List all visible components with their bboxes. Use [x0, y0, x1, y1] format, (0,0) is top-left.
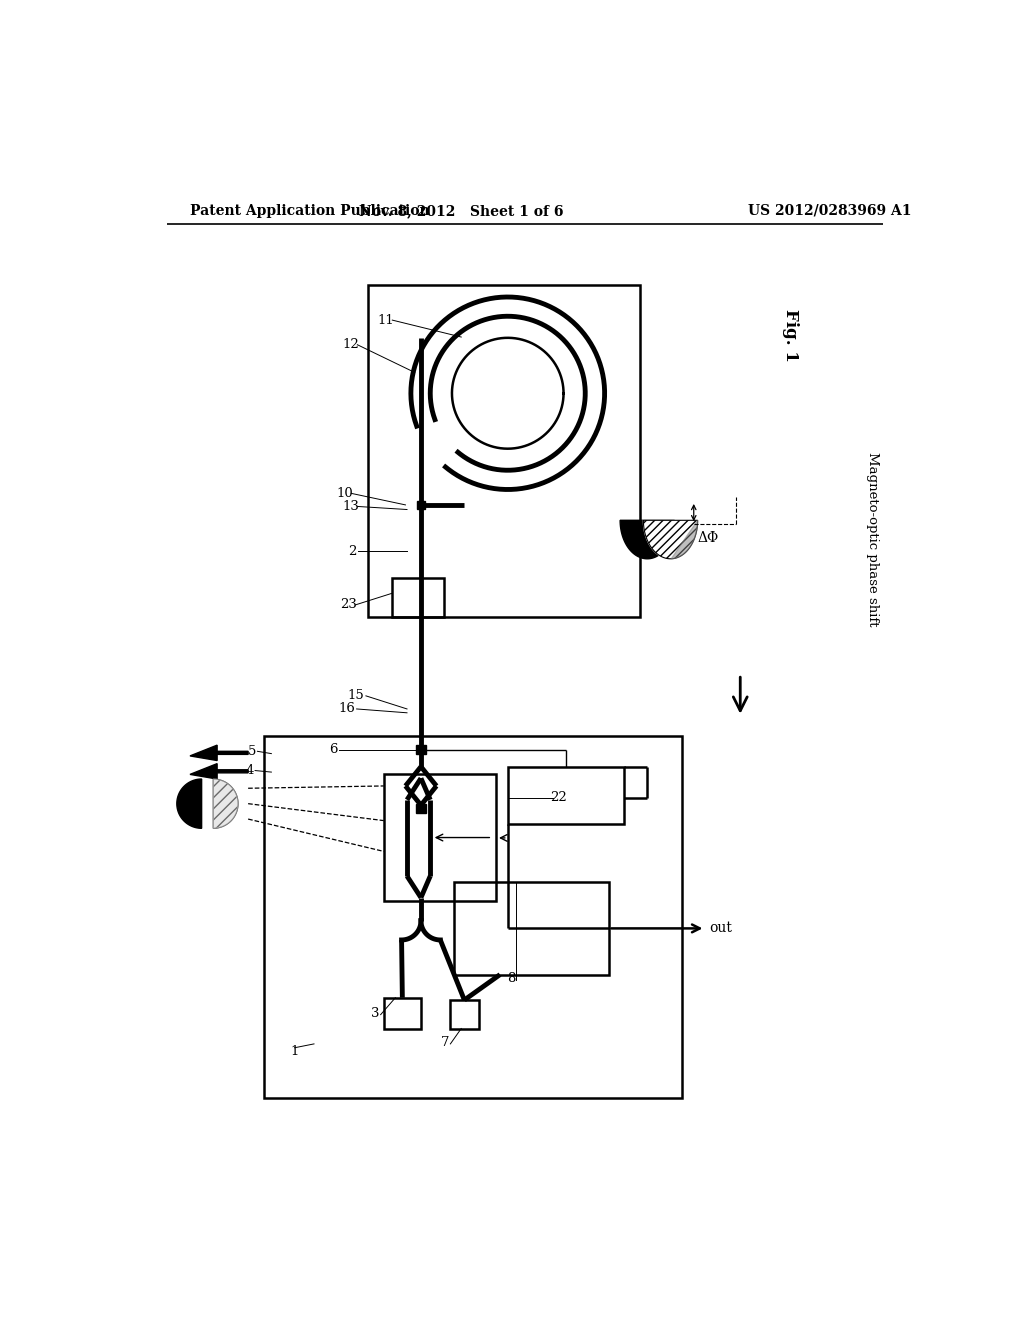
Text: Nov. 8, 2012   Sheet 1 of 6: Nov. 8, 2012 Sheet 1 of 6: [359, 203, 563, 218]
Polygon shape: [213, 779, 238, 829]
Polygon shape: [190, 744, 248, 760]
Text: out: out: [710, 921, 732, 936]
Bar: [391, 578, 444, 616]
Text: 7: 7: [441, 1036, 450, 1049]
Bar: [384, 998, 421, 1028]
Text: ΔΦ: ΔΦ: [697, 531, 719, 545]
Text: Fig. 1: Fig. 1: [782, 309, 799, 362]
Polygon shape: [213, 779, 238, 829]
Text: 3: 3: [372, 1007, 380, 1019]
Text: 5: 5: [248, 744, 256, 758]
Text: 11: 11: [377, 314, 394, 326]
Polygon shape: [621, 520, 675, 558]
Text: 15: 15: [347, 689, 365, 702]
Text: 10: 10: [336, 487, 352, 500]
Bar: [369, 285, 640, 616]
Text: US 2012/0283969 A1: US 2012/0283969 A1: [748, 203, 911, 218]
Bar: [417, 744, 426, 755]
Text: 4: 4: [245, 764, 254, 777]
Bar: [450, 1001, 479, 1030]
Text: 2: 2: [348, 545, 356, 557]
Polygon shape: [190, 763, 248, 779]
Text: 12: 12: [342, 338, 359, 351]
Polygon shape: [177, 779, 202, 829]
Text: Magneto-optic phase shift: Magneto-optic phase shift: [865, 453, 879, 627]
Text: 16: 16: [338, 702, 355, 715]
Bar: [417, 804, 426, 813]
Bar: [454, 882, 608, 974]
Bar: [263, 737, 682, 1098]
Bar: [417, 500, 425, 510]
Bar: [384, 775, 496, 902]
Text: 1: 1: [291, 1045, 299, 1059]
Text: 6: 6: [329, 743, 337, 756]
Text: 23: 23: [340, 598, 356, 611]
Text: 8: 8: [507, 972, 515, 985]
Bar: [508, 767, 624, 825]
Polygon shape: [671, 520, 697, 558]
Polygon shape: [643, 520, 697, 558]
Text: Patent Application Publication: Patent Application Publication: [190, 203, 430, 218]
Text: 13: 13: [342, 500, 359, 513]
Text: 22: 22: [550, 791, 567, 804]
